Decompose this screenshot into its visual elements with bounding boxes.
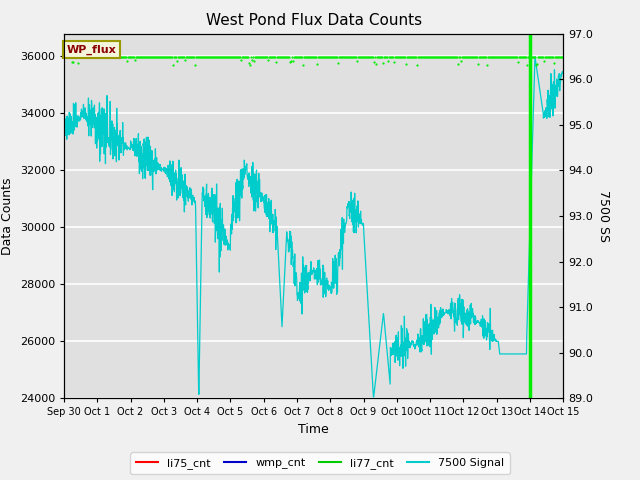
Title: West Pond Flux Data Counts: West Pond Flux Data Counts (205, 13, 422, 28)
Y-axis label: 7500 SS: 7500 SS (596, 190, 610, 242)
Legend: li75_cnt, wmp_cnt, li77_cnt, 7500 Signal: li75_cnt, wmp_cnt, li77_cnt, 7500 Signal (131, 453, 509, 474)
Text: WP_flux: WP_flux (67, 45, 116, 55)
X-axis label: Time: Time (298, 423, 329, 436)
Y-axis label: Data Counts: Data Counts (1, 177, 14, 255)
